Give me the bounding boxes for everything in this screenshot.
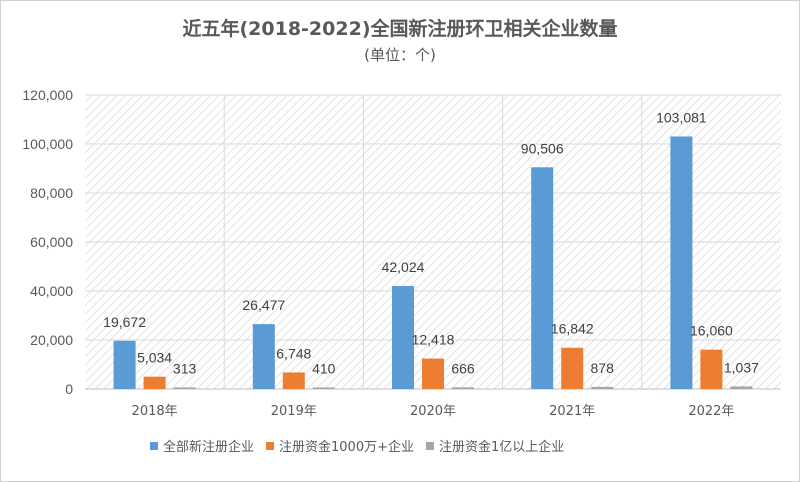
y-tick-label: 20,000: [30, 332, 73, 348]
data-label: 313: [173, 361, 197, 377]
bar: [591, 386, 614, 389]
bar: [312, 387, 335, 389]
data-label: 16,060: [690, 323, 733, 339]
bar: [531, 167, 554, 389]
bar: [173, 387, 196, 389]
bar: [282, 372, 305, 389]
bar: [561, 347, 584, 389]
y-tick-label: 0: [65, 381, 73, 397]
legend-swatch: [426, 442, 434, 450]
legend-label: 全部新注册企业: [163, 439, 254, 455]
legend-label: 注册资金1亿以上企业: [439, 439, 564, 455]
y-tick-label: 40,000: [30, 283, 73, 299]
y-tick-label: 60,000: [30, 234, 73, 250]
bar: [143, 376, 166, 389]
y-axis: 0 20,000 40,000 60,000 80,000 100,000 120,000: [22, 87, 73, 397]
x-tick-label: 2021年: [549, 404, 595, 419]
chart-subtitle: (单位：个): [364, 46, 436, 64]
x-tick-label: 2019年: [271, 404, 317, 419]
data-label: 6,748: [276, 345, 311, 361]
bar: [670, 136, 693, 389]
x-axis: 2018年 2019年 2020年 2021年 2022年: [132, 404, 735, 419]
legend-swatch: [150, 442, 158, 450]
data-label: 666: [451, 360, 475, 376]
bar: [730, 386, 753, 389]
data-label: 12,418: [412, 332, 455, 348]
legend-swatch: [266, 442, 275, 450]
data-label: 19,672: [103, 314, 146, 330]
data-label: 90,506: [521, 140, 564, 156]
legend: 全部新注册企业 注册资金1000万+企业 注册资金1亿以上企业: [150, 439, 564, 455]
bar: [252, 324, 275, 389]
x-tick-label: 2018年: [132, 404, 178, 419]
data-label: 5,034: [137, 350, 172, 366]
x-tick-label: 2020年: [410, 404, 456, 419]
x-tick-label: 2022年: [688, 404, 734, 419]
bar: [700, 349, 723, 389]
bars: [113, 136, 753, 389]
chart-title: 近五年(2018-2022)全国新注册环卫相关企业数量: [182, 18, 618, 40]
legend-label: 注册资金1000万+企业: [279, 439, 414, 455]
data-label: 878: [591, 360, 615, 376]
bar: [113, 340, 136, 389]
y-tick-label: 80,000: [30, 185, 73, 201]
data-label: 1,037: [724, 359, 759, 375]
y-tick-label: 120,000: [22, 87, 73, 103]
bar: [452, 387, 474, 389]
data-label: 26,477: [242, 297, 285, 313]
data-label: 410: [312, 361, 336, 377]
data-label: 103,081: [656, 109, 707, 125]
bar: [422, 358, 444, 389]
bar: [392, 286, 414, 389]
data-label: 16,842: [551, 321, 594, 337]
data-label: 42,024: [382, 259, 425, 275]
y-tick-label: 100,000: [22, 136, 73, 152]
